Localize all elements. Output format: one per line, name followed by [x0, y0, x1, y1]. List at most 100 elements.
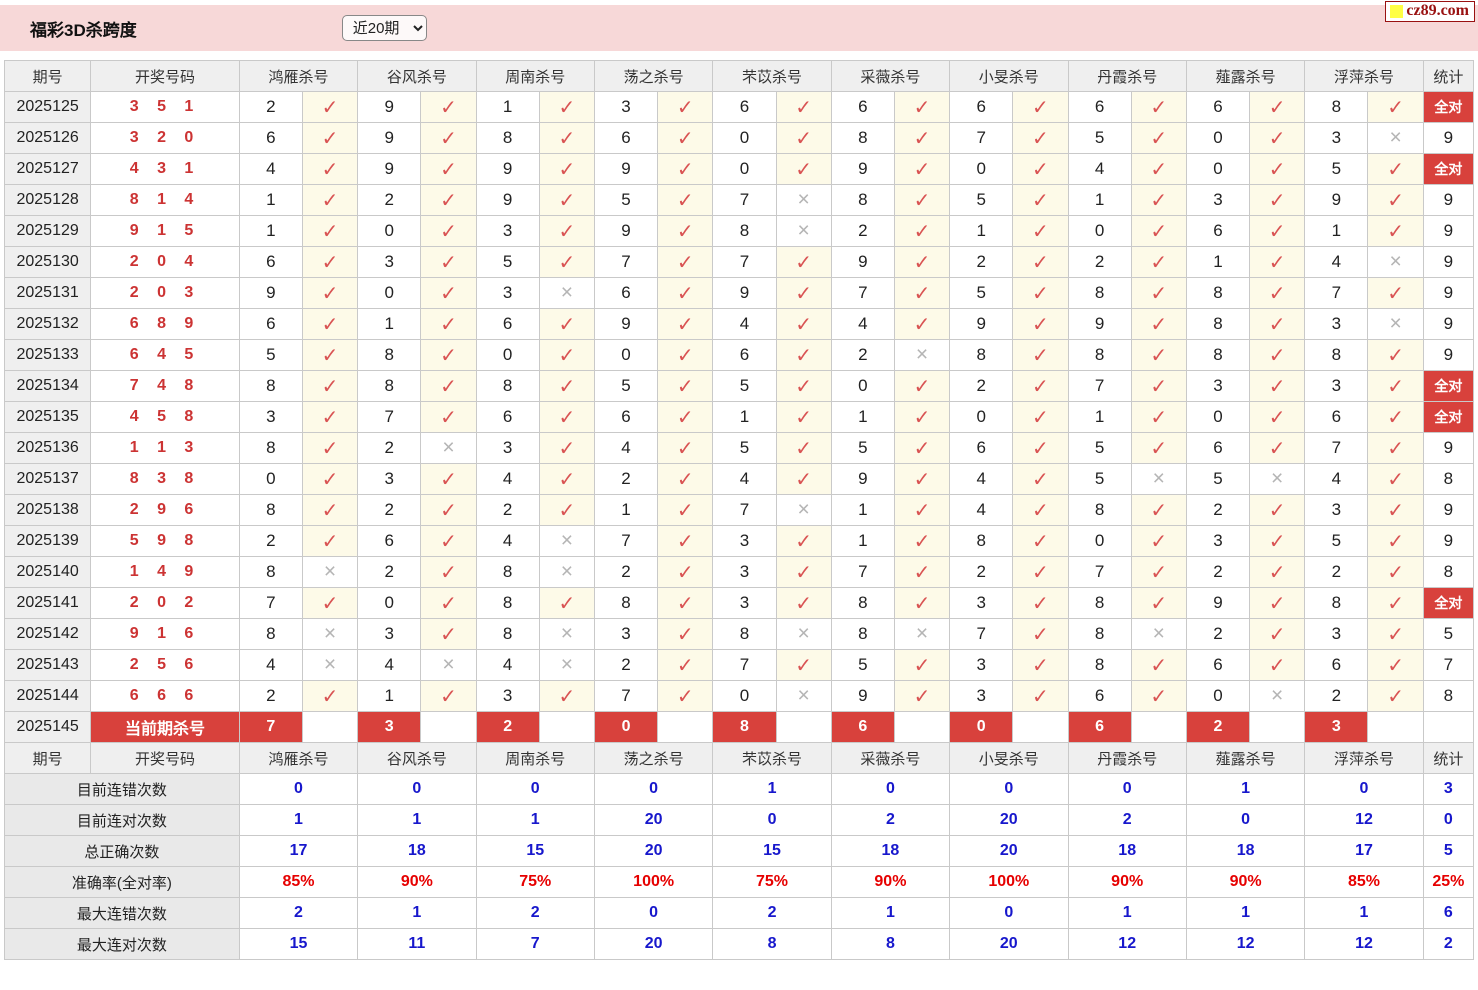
summary-value: 20	[593, 804, 714, 836]
kill-number-cell: 6	[238, 122, 303, 154]
kill-number-cell: 9	[830, 153, 895, 185]
kill-number-cell: 4	[357, 649, 422, 681]
check-icon: ✓	[1367, 370, 1424, 402]
check-icon: ✓	[657, 215, 714, 247]
kill-number-cell: 8	[1067, 339, 1132, 371]
kill-number-cell: 0	[949, 401, 1014, 433]
period-cell: 2025132	[3, 308, 92, 340]
cross-icon: ×	[775, 215, 832, 247]
check-icon: ✓	[1012, 463, 1069, 495]
kill-number-cell: 6	[949, 432, 1014, 464]
kill-number-cell: 5	[475, 246, 540, 278]
check-icon: ✓	[301, 277, 359, 309]
check-icon: ✓	[1130, 370, 1187, 402]
check-icon: ✓	[1249, 122, 1306, 154]
check-icon: ✓	[775, 91, 832, 123]
check-icon: ✓	[1012, 339, 1069, 371]
kill-number-cell: 8	[712, 215, 777, 247]
period-cell: 2025134	[3, 370, 92, 402]
kill-number-cell: 1	[949, 215, 1014, 247]
kill-number-cell: 1	[830, 494, 895, 526]
kill-number-cell: 7	[238, 587, 303, 619]
check-icon: ✓	[893, 587, 951, 619]
stat-all-correct-badge: 全对	[1422, 91, 1475, 123]
check-icon: ✓	[657, 494, 714, 526]
kill-number-cell: 1	[1185, 246, 1251, 278]
summary-value: 1	[1185, 897, 1306, 929]
kill-number-cell: 5	[1067, 463, 1132, 495]
kill-number-cell: 6	[593, 277, 659, 309]
kill-number-cell: 0	[357, 277, 422, 309]
check-icon: ✓	[893, 401, 951, 433]
kill-number-cell: 6	[1304, 649, 1369, 681]
kill-number-cell: 8	[949, 525, 1014, 557]
kill-number-cell: 1	[1067, 184, 1132, 216]
check-icon: ✓	[1367, 91, 1424, 123]
period-cell: 2025130	[3, 246, 92, 278]
kill-number-cell: 7	[357, 401, 422, 433]
summary-value: 90%	[1067, 866, 1187, 898]
check-icon: ✓	[657, 618, 714, 650]
cross-icon: ×	[301, 556, 359, 588]
check-icon: ✓	[657, 246, 714, 278]
current-kill-number: 7	[238, 711, 303, 743]
col-header-stat: 统计	[1422, 60, 1475, 92]
check-icon: ✓	[1367, 277, 1424, 309]
kill-number-cell: 3	[712, 556, 777, 588]
kill-number-cell: 5	[1067, 122, 1132, 154]
kill-number-cell: 8	[1185, 339, 1251, 371]
kill-number-cell: 6	[712, 339, 777, 371]
kill-number-cell: 3	[1185, 370, 1251, 402]
summary-value: 2	[475, 897, 595, 929]
current-period-cell: 2025145	[3, 711, 92, 743]
check-icon: ✓	[657, 525, 714, 557]
check-icon: ✓	[301, 91, 359, 123]
check-icon: ✓	[1130, 556, 1187, 588]
check-icon: ✓	[420, 463, 477, 495]
check-icon: ✓	[1249, 432, 1306, 464]
kill-number-cell: 6	[238, 308, 303, 340]
col-header-expert-5: 采薇杀号	[830, 60, 951, 92]
cross-icon: ×	[1367, 246, 1424, 278]
check-icon: ✓	[1012, 122, 1069, 154]
check-icon: ✓	[420, 184, 477, 216]
kill-number-cell: 2	[238, 680, 303, 712]
kill-number-cell: 7	[712, 246, 777, 278]
summary-label: 最大连错次数	[4, 897, 240, 929]
kill-number-cell: 1	[593, 494, 659, 526]
col-header-expert-6: 小旻杀号	[949, 60, 1069, 92]
col-header-expert-8: 薤露杀号	[1185, 742, 1306, 774]
current-kill-number: 0	[593, 711, 659, 743]
kill-number-cell: 7	[949, 618, 1014, 650]
kill-number-cell: 6	[593, 122, 659, 154]
period-cell: 2025142	[3, 618, 92, 650]
check-icon: ✓	[1367, 153, 1424, 185]
kill-number-cell: 2	[1304, 680, 1369, 712]
stat-all-correct-badge: 全对	[1422, 587, 1475, 619]
check-icon: ✓	[775, 339, 832, 371]
draw-numbers-cell: 1 1 3	[90, 432, 240, 464]
period-cell: 2025135	[3, 401, 92, 433]
summary-value: 0	[1304, 773, 1424, 805]
check-icon: ✓	[893, 122, 951, 154]
cross-icon: ×	[775, 680, 832, 712]
range-select[interactable]: 近20期	[341, 15, 427, 41]
kill-number-cell: 8	[830, 184, 895, 216]
kill-number-cell: 8	[238, 370, 303, 402]
summary-value: 1	[238, 804, 359, 836]
cross-icon: ×	[538, 525, 595, 557]
draw-numbers-cell: 3 5 1	[90, 91, 240, 123]
summary-value: 12	[1185, 928, 1306, 960]
check-icon: ✓	[538, 463, 595, 495]
kill-number-cell: 6	[712, 91, 777, 123]
kill-number-cell: 2	[357, 184, 422, 216]
kill-number-cell: 2	[475, 494, 540, 526]
check-icon: ✓	[1367, 184, 1424, 216]
summary-value: 75%	[475, 866, 595, 898]
summary-value: 25%	[1422, 866, 1475, 898]
check-icon: ✓	[1012, 556, 1069, 588]
check-icon: ✓	[1130, 401, 1187, 433]
draw-numbers-cell: 2 0 2	[90, 587, 240, 619]
summary-value: 17	[238, 835, 359, 867]
summary-value: 2	[1067, 804, 1187, 836]
